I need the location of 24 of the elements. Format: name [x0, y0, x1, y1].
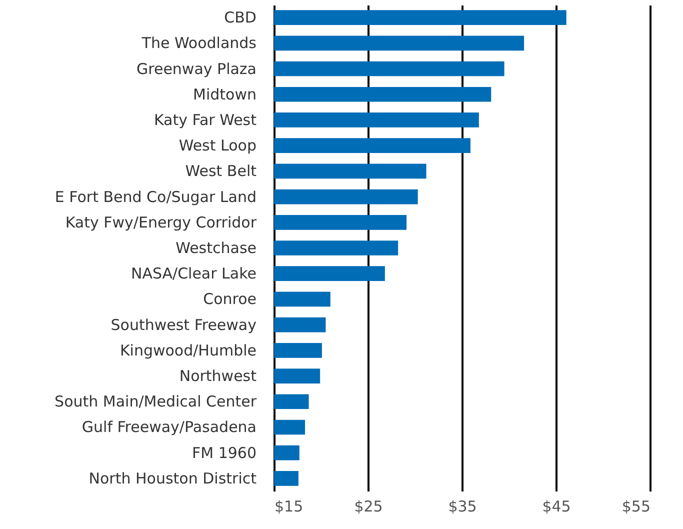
x-tick-label: $35 — [448, 498, 477, 516]
y-tick-label: Katy Fwy/Energy Corridor — [65, 213, 258, 232]
y-tick-label: Conroe — [203, 290, 256, 308]
y-tick-label: Gulf Freeway/Pasadena — [82, 418, 256, 436]
y-tick-label: Greenway Plaza — [136, 60, 256, 78]
x-tick-label: $55 — [622, 498, 650, 516]
x-tick-label: $45 — [542, 498, 571, 516]
y-tick-label: West Belt — [185, 162, 257, 180]
y-tick-label: E Fort Bend Co/Sugar Land — [54, 188, 256, 206]
y-tick-label: FM 1960 — [192, 444, 256, 462]
y-tick-label: West Loop — [178, 136, 256, 155]
y-tick-label: NASA/Clear Lake — [130, 264, 256, 283]
y-tick-label: The Woodlands — [140, 34, 257, 52]
y-tick-label: Northwest — [179, 367, 257, 386]
y-tick-label: Southwest Freeway — [110, 316, 257, 334]
x-tick-label: $25 — [354, 498, 383, 516]
y-tick-label: Westchase — [176, 239, 256, 257]
y-tick-label: North Houston District — [88, 469, 257, 488]
y-tick-label: Kingwood/Humble — [120, 341, 256, 360]
y-tick-label: South Main/Medical Center — [54, 392, 258, 411]
y-tick-label: CBD — [224, 8, 256, 27]
x-tick-label: $15 — [274, 498, 304, 516]
y-tick-label: Katy Far West — [154, 110, 257, 129]
y-tick-label: Midtown — [193, 85, 256, 104]
